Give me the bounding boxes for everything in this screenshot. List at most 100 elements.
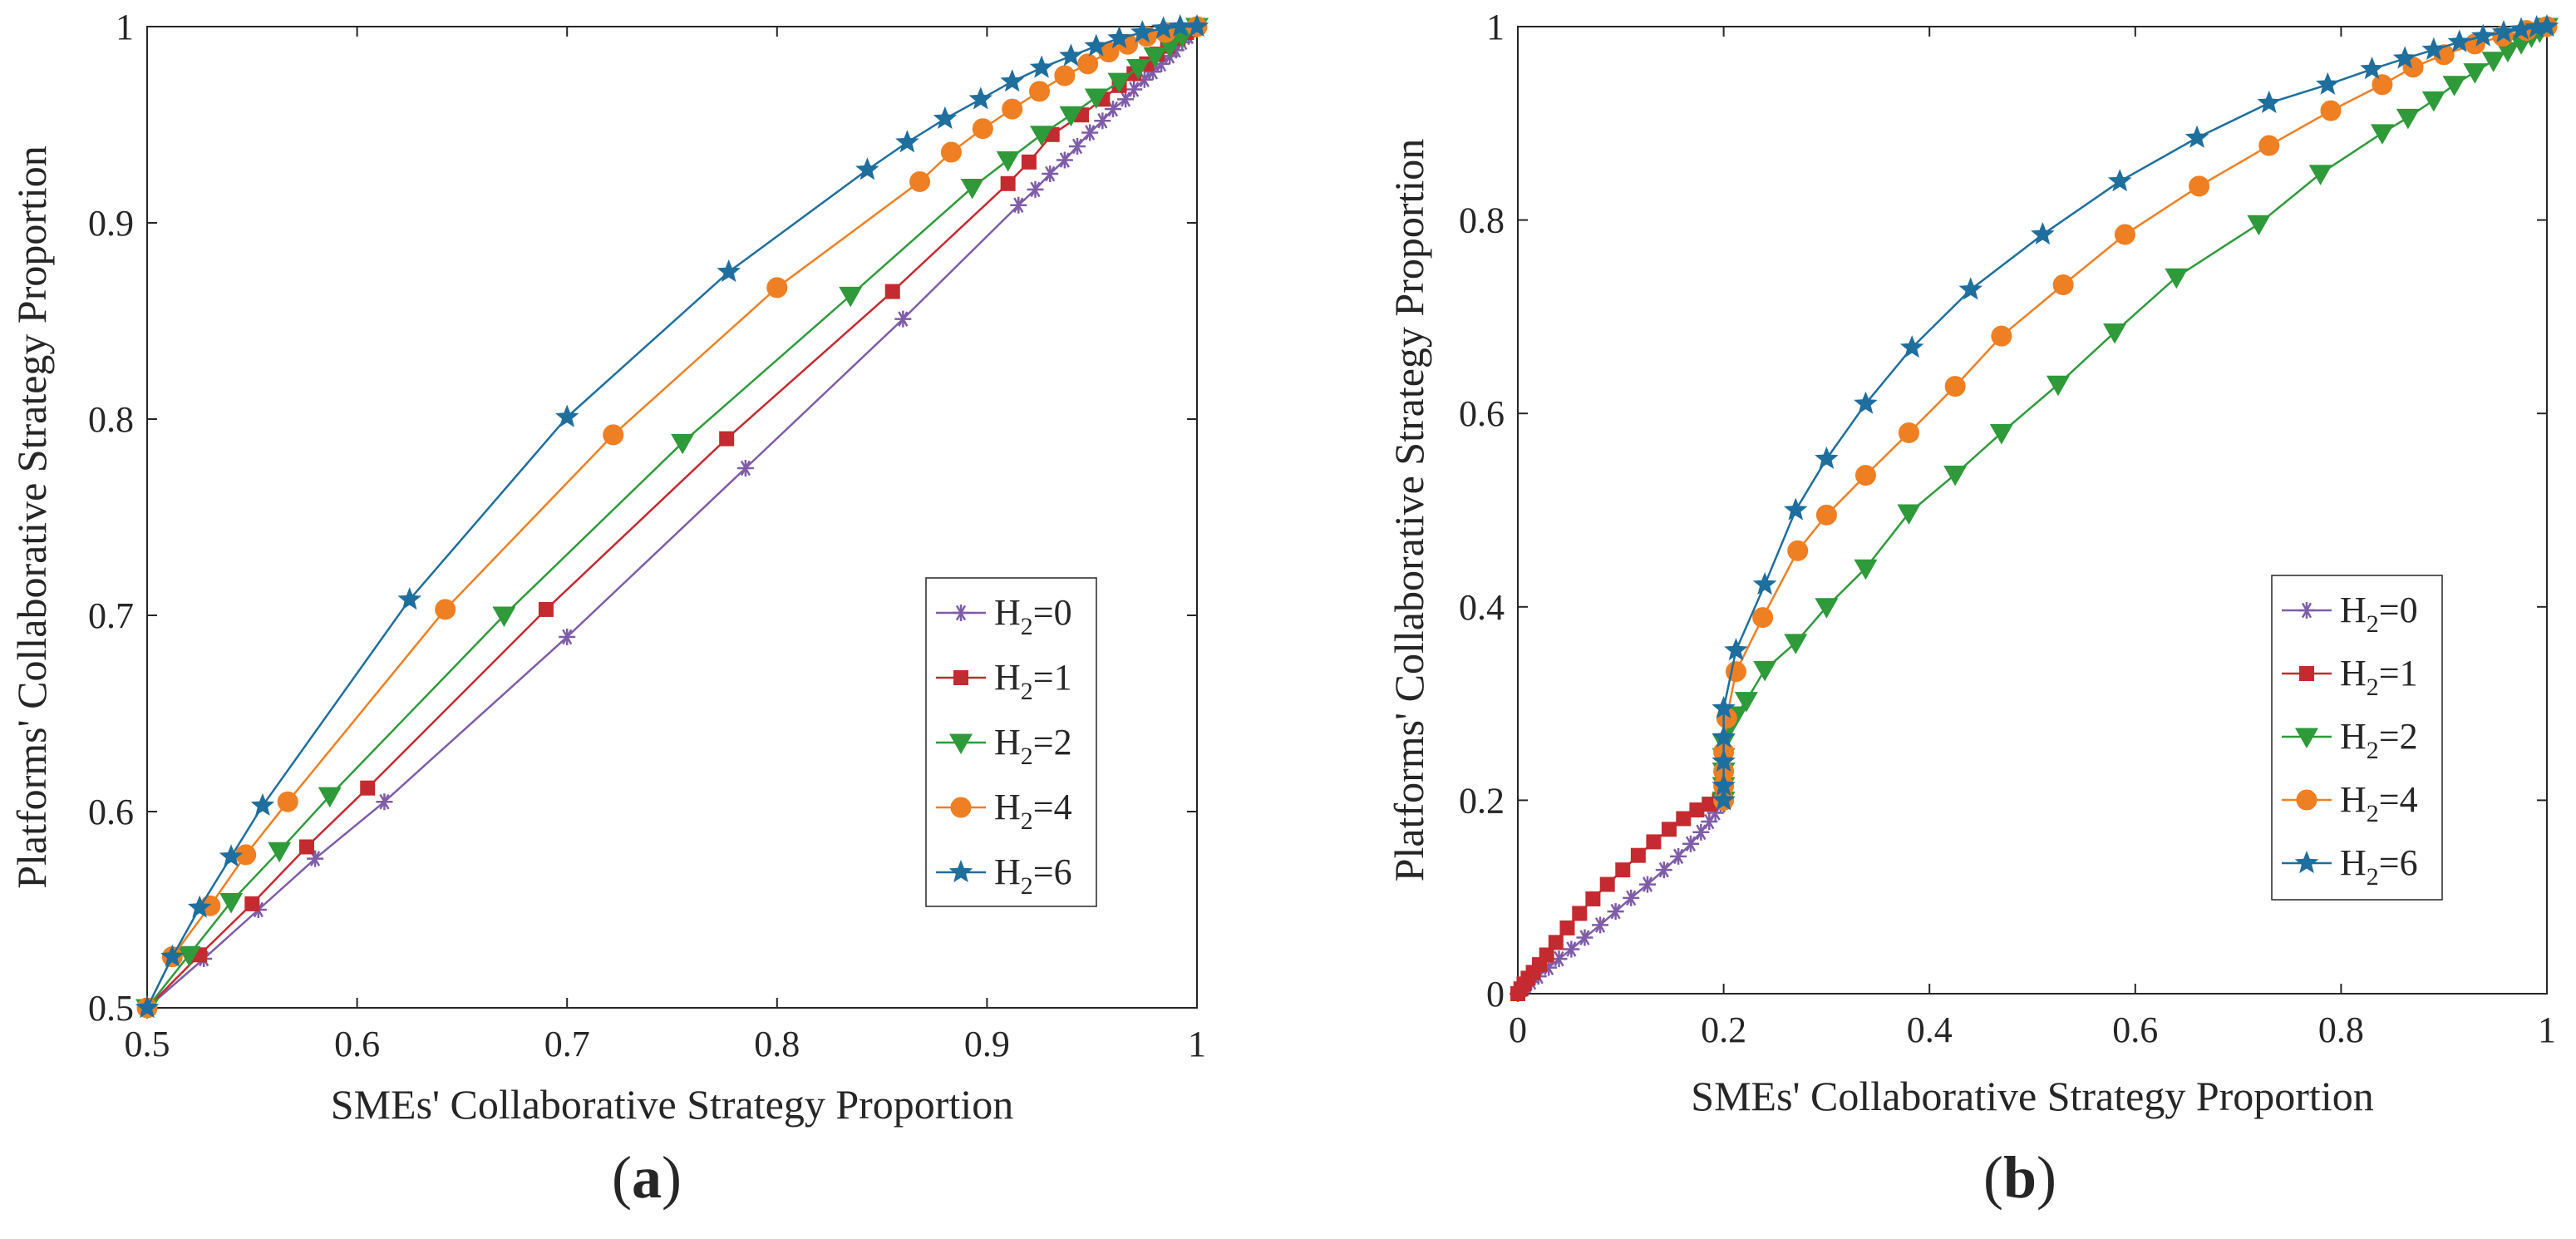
data-point xyxy=(1168,14,1193,37)
data-point xyxy=(1676,811,1692,827)
legend-marker xyxy=(948,860,973,883)
data-point xyxy=(2107,169,2132,192)
legend-label: H2=4 xyxy=(2340,779,2418,827)
x-axis-label: SMEs' Collaborative Strategy Proportion xyxy=(1691,1073,2373,1119)
data-point xyxy=(1572,906,1588,921)
data-point xyxy=(736,460,754,476)
y-tick-label: 0.8 xyxy=(88,399,134,440)
panel-letter: a xyxy=(632,1144,662,1211)
legend: H2=0 H2=1 H2=2 H2=4 H2=6 xyxy=(925,577,1097,907)
x-tick-label: 1 xyxy=(2538,1009,2556,1050)
data-point xyxy=(554,404,579,427)
data-point xyxy=(318,787,342,808)
data-point xyxy=(1107,72,1131,94)
panel-letter: b xyxy=(2003,1144,2037,1211)
data-point xyxy=(1599,876,1615,892)
data-point xyxy=(1084,33,1109,57)
legend-marker xyxy=(2294,851,2319,874)
x-tick-label: 0.5 xyxy=(125,1024,170,1064)
data-point xyxy=(1783,497,1808,521)
data-point xyxy=(1752,607,1774,629)
data-point xyxy=(766,277,788,299)
data-point xyxy=(1712,773,1736,797)
data-point xyxy=(1576,929,1593,946)
legend-marker xyxy=(953,670,968,685)
legend-label: H2=6 xyxy=(2340,842,2418,891)
data-point xyxy=(268,842,292,863)
y-tick-label: 0.6 xyxy=(88,792,134,832)
data-point xyxy=(1539,947,1554,963)
data-point xyxy=(2189,175,2210,197)
data-point xyxy=(909,170,931,192)
data-point xyxy=(2184,125,2209,148)
data-point xyxy=(1701,812,1718,830)
data-point xyxy=(1724,638,1748,661)
data-point xyxy=(1712,695,1736,719)
data-point xyxy=(1125,81,1143,98)
data-point xyxy=(2165,268,2189,289)
data-point xyxy=(2509,17,2534,40)
data-point xyxy=(397,587,422,610)
legend-label: H2=0 xyxy=(2340,590,2418,638)
data-point xyxy=(2031,222,2055,245)
data-point xyxy=(960,179,984,200)
y-axis-label: Platforms' Collaborative Strategy Propor… xyxy=(8,146,55,889)
data-point xyxy=(1943,465,1968,486)
legend-label: H2=1 xyxy=(994,657,1072,705)
x-tick-label: 1 xyxy=(1188,1024,1206,1064)
data-point xyxy=(1787,540,1809,561)
y-tick-label: 0.8 xyxy=(1459,200,1505,241)
data-point xyxy=(538,601,554,617)
y-tick-label: 1 xyxy=(116,7,134,47)
data-point xyxy=(933,106,958,130)
data-point xyxy=(1646,834,1662,850)
data-point xyxy=(2481,52,2505,72)
data-point xyxy=(1126,59,1150,80)
data-point xyxy=(1585,891,1601,907)
y-tick-label: 0.2 xyxy=(1459,780,1505,821)
x-tick-label: 0.8 xyxy=(2318,1009,2364,1050)
data-point xyxy=(1753,660,1777,682)
plot-area-frame xyxy=(146,26,1198,1009)
data-point xyxy=(2320,100,2342,121)
data-point xyxy=(187,895,212,918)
data-point xyxy=(2491,19,2516,43)
data-point xyxy=(1059,43,1083,67)
data-point xyxy=(2247,215,2271,236)
data-point xyxy=(2258,135,2280,156)
chart-panel-a: (a) 0.5 0.6 0.7 0.8 0.9 1 0.5 0.6 0.7 0.8 0.9 1 SMEs… xyxy=(8,7,1209,1211)
data-point xyxy=(1010,196,1027,214)
data-point xyxy=(1734,692,1758,713)
x-tick-label: 0.2 xyxy=(1701,1009,1746,1050)
data-point xyxy=(1029,81,1051,102)
data-point xyxy=(1056,151,1073,169)
legend-marker xyxy=(953,605,969,621)
data-point xyxy=(1592,916,1609,934)
legend-item: H2=6 xyxy=(2282,842,2418,891)
data-point xyxy=(2421,91,2445,112)
data-point xyxy=(360,780,376,796)
data-point xyxy=(1000,175,1016,191)
legend: H2=0 H2=1 H2=2 H2=4 H2=6 xyxy=(2271,575,2443,901)
series-H2 xyxy=(135,17,1209,1019)
data-point xyxy=(1143,47,1167,68)
data-point xyxy=(895,130,919,153)
legend-item: H2=1 xyxy=(936,657,1072,705)
data-point xyxy=(996,151,1020,172)
legend-marker xyxy=(2298,602,2315,619)
data-point xyxy=(839,286,863,308)
legend-item: H2=0 xyxy=(2282,590,2418,638)
legend-item: H2=4 xyxy=(2282,779,2418,827)
x-tick-label: 0 xyxy=(1509,1009,1527,1050)
data-point xyxy=(250,792,275,817)
data-point xyxy=(2372,74,2393,96)
data-point xyxy=(2316,72,2340,95)
data-point xyxy=(1689,802,1705,818)
legend-item: H2=0 xyxy=(936,592,1072,640)
legend-marker xyxy=(2299,666,2314,681)
data-point xyxy=(1042,165,1059,182)
legend-label: H2=6 xyxy=(994,852,1072,900)
data-point xyxy=(603,424,624,446)
legend-marker xyxy=(950,797,972,818)
data-point xyxy=(1854,559,1878,580)
